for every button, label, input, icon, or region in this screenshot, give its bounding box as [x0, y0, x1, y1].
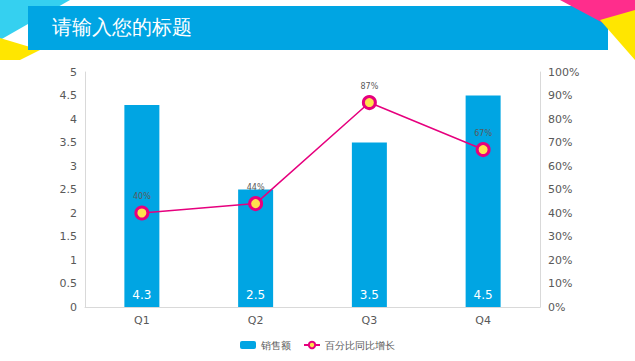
- svg-text:40%: 40%: [548, 207, 572, 220]
- svg-text:0.5: 0.5: [60, 277, 78, 290]
- svg-text:4: 4: [70, 113, 77, 126]
- svg-text:90%: 90%: [548, 89, 572, 102]
- svg-text:50%: 50%: [548, 183, 572, 196]
- html-text:请输入您的标题: 请输入您的标题: [52, 15, 192, 39]
- svg-text:67%: 67%: [474, 129, 492, 138]
- svg-text:Q4: Q4: [475, 314, 491, 327]
- svg-text:0: 0: [70, 301, 77, 314]
- svg-text:百分比同比增长: 百分比同比增长: [325, 340, 395, 351]
- svg-text:20%: 20%: [548, 254, 572, 267]
- svg-text:Q3: Q3: [362, 314, 378, 327]
- svg-text:0%: 0%: [548, 301, 565, 314]
- svg-text:4.3: 4.3: [132, 288, 151, 302]
- svg-text:4.5: 4.5: [474, 288, 493, 302]
- svg-text:60%: 60%: [548, 160, 572, 173]
- svg-text:3: 3: [70, 160, 77, 173]
- svg-text:5: 5: [70, 66, 77, 79]
- svg-text:1.5: 1.5: [60, 230, 78, 243]
- svg-text:1: 1: [70, 254, 77, 267]
- svg-text:87%: 87%: [360, 82, 378, 91]
- svg-text:40%: 40%: [133, 192, 151, 201]
- svg-text:3.5: 3.5: [60, 136, 78, 149]
- svg-text:70%: 70%: [548, 136, 572, 149]
- svg-text:30%: 30%: [548, 230, 572, 243]
- svg-text:3.5: 3.5: [360, 288, 379, 302]
- svg-text:Q2: Q2: [248, 314, 264, 327]
- svg-text:4.5: 4.5: [60, 89, 78, 102]
- svg-text:10%: 10%: [548, 277, 572, 290]
- svg-text:2.5: 2.5: [246, 288, 265, 302]
- svg-text:2: 2: [70, 207, 77, 220]
- svg-text:44%: 44%: [247, 183, 265, 192]
- svg-text:100%: 100%: [548, 66, 579, 79]
- svg-text:Q1: Q1: [134, 314, 150, 327]
- svg-text:销售额: 销售额: [260, 340, 291, 351]
- svg-text:2.5: 2.5: [60, 183, 78, 196]
- svg-text:80%: 80%: [548, 113, 572, 126]
